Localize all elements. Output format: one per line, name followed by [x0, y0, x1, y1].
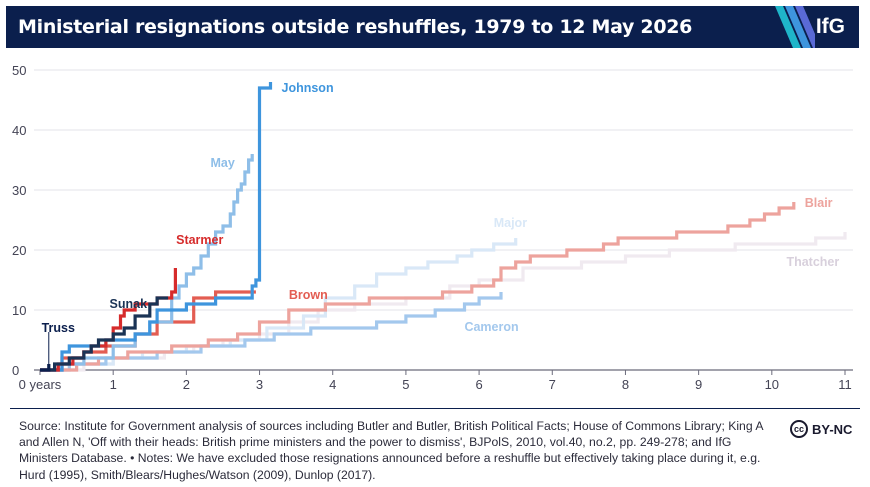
y-tick-label: 40	[12, 123, 26, 138]
license-label: BY-NC	[812, 421, 853, 437]
series-label-truss: Truss	[42, 321, 75, 335]
x-tick-label: 0 years	[19, 377, 62, 392]
x-tick-label: 4	[329, 377, 336, 392]
chart-header: Ministerial resignations outside reshuff…	[6, 6, 859, 48]
series-label-sunak: Sunak	[110, 297, 148, 311]
x-tick-label: 7	[549, 377, 556, 392]
series-label-brown: Brown	[289, 288, 328, 302]
series-label-blair: Blair	[805, 196, 833, 210]
logo-stripes-icon	[771, 6, 815, 48]
y-tick-label: 30	[12, 183, 26, 198]
series-label-major: Major	[494, 216, 527, 230]
x-tick-label: 2	[183, 377, 190, 392]
series-line-sunak	[40, 296, 169, 372]
x-tick-label: 1	[110, 377, 117, 392]
series-label-cameron: Cameron	[464, 320, 518, 334]
resignations-chart: 0 10 20 30 40 50 0 years 1 2 3 4 5 6 7 8 9 10 11 Thatcher M…	[12, 63, 853, 392]
footer-divider	[10, 408, 860, 409]
series-line-starmer	[40, 268, 177, 372]
series-label-may: May	[211, 156, 235, 170]
y-tick-label: 0	[12, 363, 19, 378]
x-tick-label: 3	[256, 377, 263, 392]
x-tick-label: 9	[695, 377, 702, 392]
series-line-thatcher	[40, 232, 847, 372]
series-line-cameron	[40, 292, 503, 372]
series-label-thatcher: Thatcher	[786, 255, 839, 269]
x-tick-label: 10	[765, 377, 779, 392]
series-label-starmer: Starmer	[176, 233, 223, 247]
y-tick-label: 10	[12, 303, 26, 318]
license-badge: cc BY-NC	[790, 420, 852, 438]
cc-icon: cc	[790, 420, 808, 438]
x-tick-label: 5	[402, 377, 409, 392]
chart-title: Ministerial resignations outside reshuff…	[18, 16, 693, 38]
series-line-johnson	[40, 82, 273, 372]
y-tick-label: 20	[12, 243, 26, 258]
x-tick-label: 6	[475, 377, 482, 392]
y-tick-label: 50	[12, 63, 26, 78]
series-line-may	[40, 154, 254, 372]
series-line-truss	[40, 364, 51, 372]
x-tick-label: 8	[622, 377, 629, 392]
ifg-logo: IfG	[815, 15, 845, 38]
series-line-major	[40, 238, 518, 372]
x-tick-label: 11	[838, 377, 852, 392]
series-line-blair	[40, 202, 796, 372]
source-note: Source: Institute for Government analysi…	[19, 419, 763, 482]
series-label-johnson: Johnson	[282, 81, 334, 95]
